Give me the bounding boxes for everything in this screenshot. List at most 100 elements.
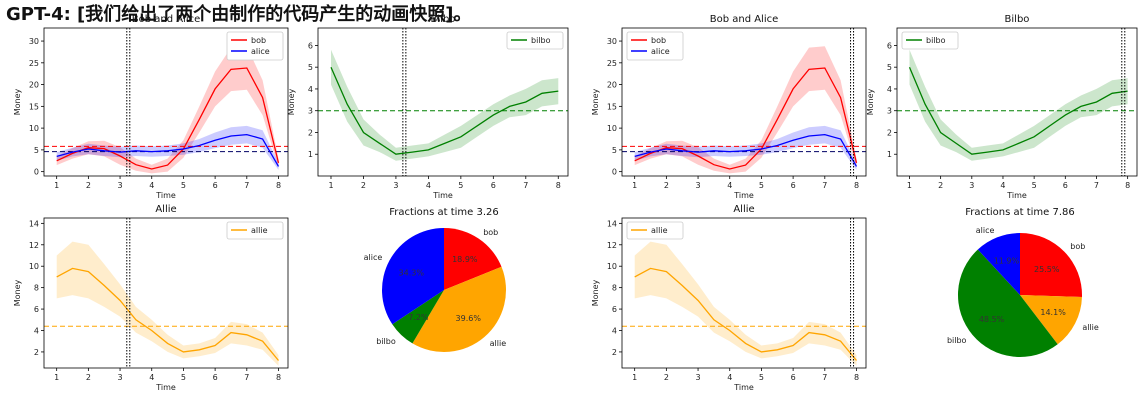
y-tick-label: 1 [308, 150, 313, 159]
series-line-allie [634, 267, 858, 361]
y-tick-label: 6 [887, 41, 892, 50]
x-tick-label: 8 [854, 181, 859, 190]
legend-box [506, 31, 564, 50]
x-tick-label: 5 [181, 373, 186, 382]
plot-frame [621, 27, 867, 177]
pie-slice-bob [444, 228, 502, 290]
chart-title: Fractions at time 7.86 [965, 207, 1075, 218]
legend-label-bob: bob [251, 36, 266, 45]
x-tick-label: 7 [1094, 181, 1099, 190]
x-tick-label: 8 [276, 373, 281, 382]
legend-box [226, 221, 284, 240]
y-tick-label: 30 [607, 37, 617, 46]
chart-pie-2: Fractions at time 7.86 25.5% bob 14.1% allie… [947, 207, 1099, 358]
chart-title: Allie [155, 204, 176, 215]
x-tick-label: 7 [523, 181, 528, 190]
series-line-alice [634, 133, 858, 167]
pie-pct-allie: 39.6% [456, 314, 482, 323]
series-line-bilbo [330, 66, 559, 155]
x-tick-label: 5 [1032, 181, 1037, 190]
y-tick-label: 5 [34, 146, 39, 155]
band-allie [56, 241, 279, 366]
y-tick-label: 1 [887, 150, 892, 159]
chart-title: Bilbo [1005, 14, 1030, 25]
plot-frame [43, 217, 289, 369]
y-tick-label: 6 [612, 305, 617, 314]
pie-slice-allie [1020, 295, 1082, 345]
series-line-allie [56, 267, 280, 361]
legend-box [626, 221, 684, 240]
x-tick-label: 2 [86, 373, 91, 382]
x-axis-label: Time [432, 191, 453, 200]
chart-title: Bob and Alice [132, 14, 201, 25]
plot-frame [896, 27, 1138, 177]
y-axis-label: Money [13, 279, 22, 306]
x-tick-label: 7 [244, 373, 249, 382]
x-tick-label: 3 [393, 181, 398, 190]
pie-label-bob: bob [483, 228, 498, 237]
x-tick-label: 6 [791, 373, 796, 382]
chart-title: Bob and Alice [710, 14, 779, 25]
x-tick-label: 8 [1125, 181, 1130, 190]
y-tick-label: 5 [612, 146, 617, 155]
band-bilbo [331, 49, 559, 161]
pie-slice-alice [382, 228, 444, 325]
x-tick-label: 1 [632, 373, 637, 382]
x-tick-label: 4 [727, 181, 732, 190]
x-tick-label: 4 [149, 373, 154, 382]
pie-label-alice: alice [364, 253, 383, 262]
x-tick-label: 6 [213, 181, 218, 190]
legend-label-allie: allie [651, 226, 668, 235]
x-tick-label: 1 [907, 181, 912, 190]
y-axis-label: Money [591, 88, 600, 115]
chart-bobalice-2: Bob and Alice 1 2 3 4 5 6 7 8 0 5 10 15 20 25 30 Time Mon… [591, 14, 867, 200]
chart-bilbo-2: Bilbo 1 2 3 4 5 6 7 8 1 2 3 4 5 6 Time Money bilbo [866, 14, 1138, 200]
y-tick-label: 8 [612, 284, 617, 293]
y-tick-label: 10 [607, 262, 617, 271]
y-tick-label: 12 [607, 241, 617, 250]
y-tick-label: 20 [607, 81, 617, 90]
pie-pct-bob: 25.5% [1034, 265, 1060, 274]
plot-frame [317, 27, 569, 177]
y-tick-label: 8 [34, 284, 39, 293]
x-tick-label: 6 [1063, 181, 1068, 190]
series-line-bob [634, 67, 858, 170]
x-tick-label: 3 [969, 181, 974, 190]
pie-pct-bilbo: 48.5% [979, 315, 1005, 324]
x-tick-label: 3 [118, 181, 123, 190]
x-tick-label: 1 [54, 373, 59, 382]
x-tick-label: 4 [1000, 181, 1005, 190]
x-tick-label: 5 [458, 181, 463, 190]
legend-box [226, 31, 284, 61]
x-axis-label: Time [733, 191, 754, 200]
pie-label-bilbo: bilbo [947, 336, 967, 345]
x-tick-label: 6 [791, 181, 796, 190]
legend-label-bob: bob [651, 36, 666, 45]
y-tick-label: 4 [887, 85, 892, 94]
y-axis-label: Money [13, 88, 22, 115]
legend-label-bilbo: bilbo [531, 36, 551, 45]
pie-slice-bob [1020, 232, 1083, 297]
x-axis-label: Time [1006, 191, 1027, 200]
y-tick-label: 10 [607, 124, 617, 133]
legend-label-allie: allie [251, 226, 268, 235]
y-tick-label: 4 [34, 327, 39, 336]
x-tick-label: 2 [664, 373, 669, 382]
x-tick-label: 2 [938, 181, 943, 190]
pie-slice-allie [412, 266, 507, 353]
series-line-alice [56, 133, 280, 167]
x-tick-label: 8 [276, 181, 281, 190]
x-tick-label: 3 [696, 181, 701, 190]
x-tick-label: 6 [213, 373, 218, 382]
y-tick-label: 2 [887, 128, 892, 137]
pie-pct-allie: 14.1% [1040, 308, 1066, 317]
pie-label-alice: alice [976, 226, 995, 235]
y-tick-label: 2 [308, 128, 313, 137]
caption-header: GPT-4: [我们给出了两个由制作的代码产生的动画快照]。 [6, 4, 472, 25]
legend-box [626, 31, 684, 61]
y-axis-label: Money [591, 279, 600, 306]
series-line-bilbo [908, 66, 1128, 155]
pie-label-allie: allie [490, 339, 507, 348]
chart-title: Bilbo [431, 14, 456, 25]
